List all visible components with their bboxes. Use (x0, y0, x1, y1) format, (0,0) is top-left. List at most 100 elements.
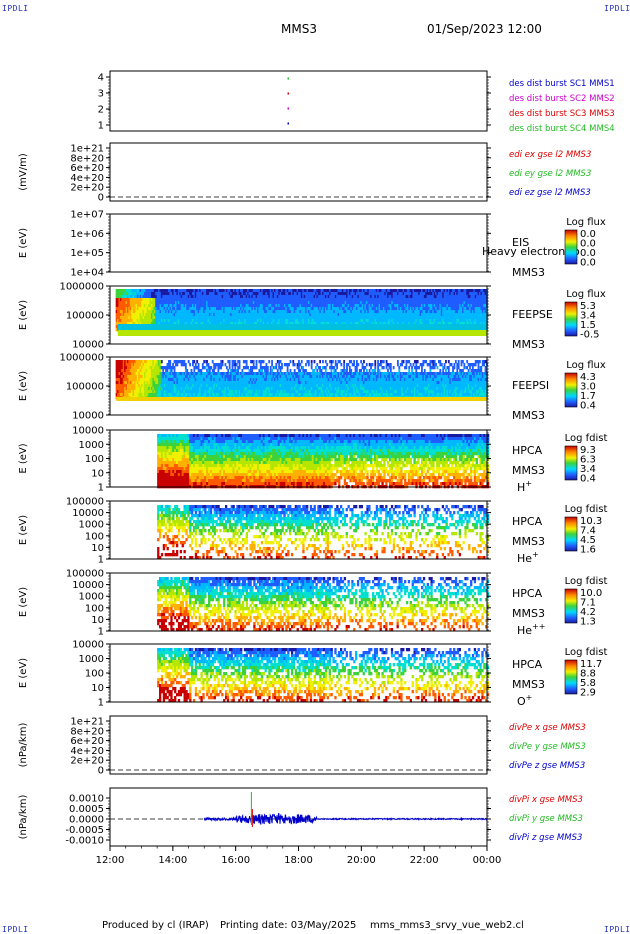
panel-feepse-cell (159, 289, 162, 293)
panel-feepse-cell (425, 301, 428, 305)
panel-feepse-cell (310, 307, 313, 311)
panel-feepse-cell (343, 304, 346, 308)
panel-feepse-cell (343, 316, 346, 320)
panel-feepse-cell (453, 295, 456, 299)
panel-feepse-cell (394, 307, 396, 311)
panel-feepse-cell (122, 307, 125, 311)
panel-feepse-cell (289, 310, 292, 314)
panel-feepse-cell (331, 307, 334, 311)
panel-edi-ytick-label: 2e+20 (70, 183, 104, 194)
panel-feepse-cell (298, 295, 300, 299)
panel-feepse-cell (125, 313, 128, 317)
panel-feepse-cell (429, 307, 432, 311)
panel-feepse-cell (353, 304, 355, 308)
panel-feepse-cell (432, 313, 435, 317)
panel-feepse-cell (259, 313, 262, 317)
panel-feepse-cell (272, 307, 275, 311)
panel-feepse-cell (206, 310, 208, 314)
panel-feepse-cell (399, 289, 402, 293)
panel-feepse-cell (139, 295, 142, 299)
panel-feepse-cell (370, 298, 372, 302)
panel-feepse-cell (453, 304, 456, 308)
panel-feepse-cell (265, 289, 268, 293)
panel-feepse-cell (358, 310, 361, 314)
panel-feepse-cell (341, 322, 344, 326)
panel-feepse-cell (412, 301, 415, 305)
panel-feepse-cell (248, 322, 251, 326)
panel-feepse-cell (224, 289, 227, 293)
panel-feepse-cell (394, 310, 396, 314)
panel-feepse-cell (395, 313, 398, 317)
panel-feepsi-cell (225, 366, 228, 370)
panel-feepse-cell (371, 295, 374, 299)
panel-feepse-cell (259, 292, 262, 296)
panel-feepse-cell (443, 322, 446, 326)
panel-feepse-cell (298, 298, 300, 302)
panel-feepse-cell (309, 319, 312, 323)
panel-feepse-cell (276, 292, 279, 296)
page-title: MMS3 (281, 22, 317, 36)
panel-feepse-cell (292, 304, 295, 308)
panel-feepsi-cell (197, 363, 200, 367)
panel-feepse-cell (278, 322, 281, 326)
panel-feepse-cell (237, 319, 240, 323)
panel-feepse-cell (439, 295, 442, 299)
panel-feepse-cell (425, 307, 428, 311)
panel-feepse-cell (275, 292, 278, 296)
panel-feepse-cell (231, 316, 234, 320)
panel-feepse-cell (206, 301, 208, 305)
panel-feepse-cell (347, 295, 350, 299)
panel-feepse-cell (160, 322, 163, 326)
panel-feepse-cell (361, 295, 364, 299)
panel-feepse-cell (368, 310, 371, 314)
panel-feepse-cell (401, 298, 404, 302)
panel-feepse-cell (408, 289, 411, 293)
panel-feepse-cell (299, 289, 302, 293)
panel-feepse-cell (286, 301, 289, 305)
panel-feepse-cell (128, 313, 131, 317)
panel-feepse-cell (389, 304, 392, 308)
panel-feepse-cell (384, 289, 387, 293)
panel-feepse-cell (183, 307, 186, 311)
panel-feepse-cell (412, 310, 415, 314)
panel-feepse-cell (329, 298, 331, 302)
panel-feepse-cell (339, 319, 341, 323)
panel-feepse-cell (382, 313, 385, 317)
panel-feepse-cell (258, 304, 261, 308)
panel-feepse-cell (422, 289, 425, 293)
panel-feepse-cell (258, 319, 261, 323)
panel-feepse-cell (341, 289, 344, 293)
panel-feepse-cell (266, 289, 269, 293)
panel-feepse-cell (312, 301, 314, 305)
panel-feepse-cell (225, 313, 228, 317)
panel-feepse-cell (199, 307, 201, 311)
panel-feepse-cell (298, 304, 300, 308)
panel-feepse-cell (456, 289, 459, 293)
panel-feepse-cell (395, 307, 398, 311)
panel-feepse-cell (228, 313, 231, 317)
panel-feepse-cell (232, 289, 235, 293)
panel-feepse-cell (358, 313, 361, 317)
panel-feepse-cell (439, 322, 442, 326)
panel-feepse-cell (378, 316, 381, 320)
panel-feepse-cell (299, 319, 302, 323)
panel-feepse-cell (152, 307, 155, 311)
panel-feepse-cell (354, 316, 357, 320)
panel-feepse-cell (385, 316, 388, 320)
panel-feepse-cell (204, 310, 207, 314)
panel-feepse-cell (303, 316, 306, 320)
panel-feepse-cell (422, 322, 425, 326)
panel-feepse-cell (319, 316, 322, 320)
panel-feepse-cell (351, 322, 354, 326)
panel-feepse-cell (170, 310, 173, 314)
panel-feepse-cell (278, 292, 281, 296)
panel-feepse-cell (163, 316, 166, 320)
panel-feepse-cell (329, 316, 331, 320)
panel-feepse-cell (248, 298, 251, 302)
panel-feepse-cell (276, 295, 279, 299)
panel-feepse-cell (452, 289, 454, 293)
panel-feepse-cell (395, 310, 398, 314)
panel-feepse-cell (155, 289, 158, 293)
panel-feepse-cell (326, 310, 329, 314)
panel-feepse-cell (183, 310, 186, 314)
